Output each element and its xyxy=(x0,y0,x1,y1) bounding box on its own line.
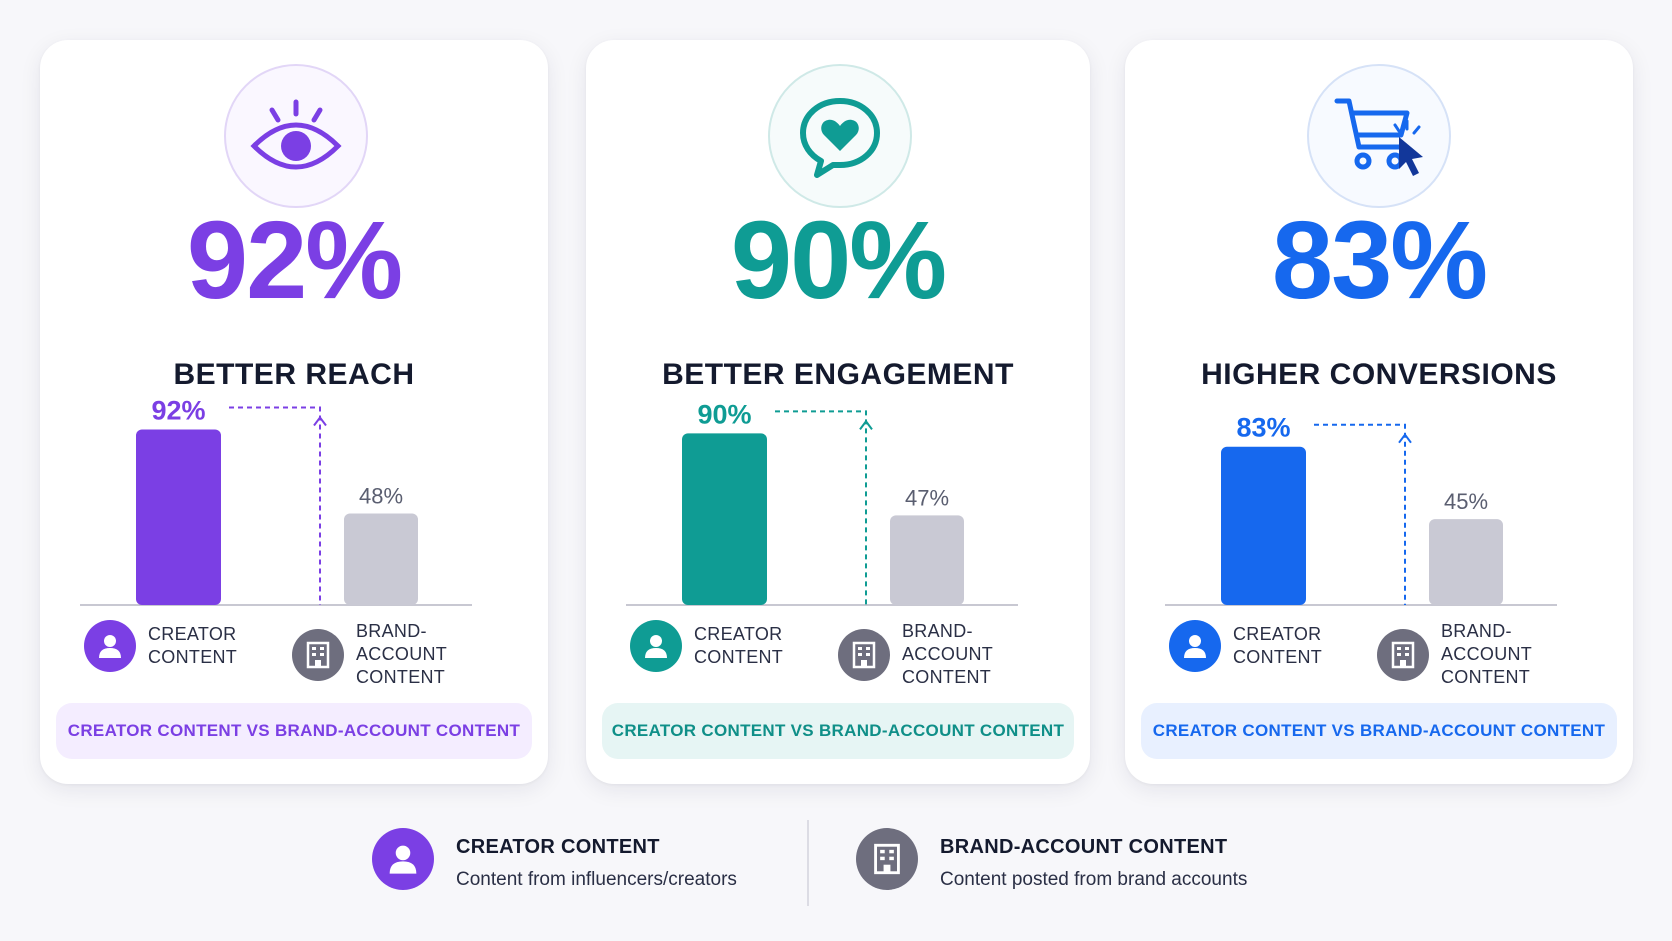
value-label-creator: 83% xyxy=(1236,413,1290,443)
bar-chart-reach: 92% 48% xyxy=(80,400,472,606)
building-icon xyxy=(838,628,890,681)
comparison-dashed-line xyxy=(1314,423,1406,605)
footer-legend: CREATOR CONTENT Content from influencers… xyxy=(0,820,1672,920)
legend-brand-label: BRAND-ACCOUNT CONTENT xyxy=(356,621,448,687)
bar-chart-conversions: 83% 45% xyxy=(1165,413,1557,606)
footer-creator-title: CREATOR CONTENT xyxy=(456,836,660,858)
footer-divider xyxy=(807,820,809,906)
arrow-head-icon xyxy=(313,415,327,427)
bar-brand xyxy=(890,515,964,605)
building-icon xyxy=(1377,628,1429,681)
footer-brand-title: BRAND-ACCOUNT CONTENT xyxy=(940,836,1228,858)
cart-cursor-icon-badge xyxy=(1307,64,1451,208)
legend-row: CREATOR CONTENT BRAND-ACCOUNT CONTENT xyxy=(84,620,528,687)
value-label-creator: 90% xyxy=(697,400,751,429)
comparison-pill: CREATOR CONTENT VS BRAND-ACCOUNT CONTENT xyxy=(602,703,1074,759)
comparison-pill: CREATOR CONTENT VS BRAND-ACCOUNT CONTENT xyxy=(56,703,532,759)
legend-creator-label: CREATOR CONTENT xyxy=(148,624,238,667)
legend-creator-label: CREATOR CONTENT xyxy=(694,624,784,667)
legend-brand-label: BRAND-ACCOUNT CONTENT xyxy=(1441,621,1533,687)
bar-brand xyxy=(344,513,418,605)
bar-creator xyxy=(1221,446,1306,605)
value-label-brand: 48% xyxy=(359,483,403,508)
comparison-pill: CREATOR CONTENT VS BRAND-ACCOUNT CONTENT xyxy=(1141,703,1617,759)
heart-chat-bubble-icon xyxy=(800,98,880,178)
legend-creator: CREATOR CONTENT xyxy=(1169,620,1393,672)
comparison-dashed-line xyxy=(229,406,321,605)
metric-label: BETTER REACH xyxy=(173,358,415,391)
card-engagement: 90% BETTER ENGAGEMENT 90% 47% CREATOR CON… xyxy=(586,40,1090,784)
building-icon xyxy=(856,828,918,890)
metric-label: BETTER ENGAGEMENT xyxy=(662,358,1014,391)
eye-icon-badge xyxy=(224,64,368,208)
cart-cursor-icon xyxy=(1334,98,1423,176)
person-icon xyxy=(84,620,136,672)
arrow-head-icon xyxy=(1398,433,1412,444)
metric-label: HIGHER CONVERSIONS xyxy=(1201,358,1557,391)
person-icon xyxy=(372,828,434,890)
legend-creator: CREATOR CONTENT xyxy=(84,620,308,672)
legend-row: CREATOR CONTENT BRAND-ACCOUNT CONTENT xyxy=(1169,620,1613,687)
legend-brand: BRAND-ACCOUNT CONTENT xyxy=(838,620,1062,689)
legend-brand: BRAND-ACCOUNT CONTENT xyxy=(292,620,516,689)
big-percentage: 83% xyxy=(1271,199,1488,322)
value-label-creator: 92% xyxy=(151,400,205,426)
legend-row: CREATOR CONTENT BRAND-ACCOUNT CONTENT xyxy=(630,620,1070,687)
value-label-brand: 47% xyxy=(905,485,949,510)
card-reach: 92% BETTER REACH 92% 48% CREATOR CONTENT … xyxy=(40,40,548,784)
bar-creator xyxy=(682,433,767,605)
heart-chat-icon-badge xyxy=(768,64,912,208)
big-percentage: 90% xyxy=(730,199,947,322)
building-icon xyxy=(292,628,344,681)
legend-creator-label: CREATOR CONTENT xyxy=(1233,624,1323,667)
big-percentage: 92% xyxy=(186,199,403,322)
legend-brand: BRAND-ACCOUNT CONTENT xyxy=(1377,620,1601,689)
legend-creator: CREATOR CONTENT xyxy=(630,620,854,672)
person-icon xyxy=(1169,620,1221,672)
footer-creator: CREATOR CONTENT Content from influencers… xyxy=(372,828,737,891)
footer-brand-desc: Content posted from brand accounts xyxy=(940,869,1248,890)
value-label-brand: 45% xyxy=(1444,489,1488,514)
footer-brand: BRAND-ACCOUNT CONTENT Content posted fro… xyxy=(856,828,1247,891)
legend-brand-label: BRAND-ACCOUNT CONTENT xyxy=(902,621,994,687)
eye-icon xyxy=(250,99,342,170)
bar-creator xyxy=(136,429,221,605)
arrow-head-icon xyxy=(859,419,873,430)
person-icon xyxy=(630,620,682,672)
comparison-dashed-line xyxy=(775,410,867,605)
bar-chart-engagement: 90% 47% xyxy=(626,400,1018,606)
card-conversions: 83% HIGHER CONVERSIONS 83% 45% CREATOR CO… xyxy=(1125,40,1633,784)
footer-creator-desc: Content from influencers/creators xyxy=(456,869,737,890)
bar-brand xyxy=(1429,519,1503,605)
